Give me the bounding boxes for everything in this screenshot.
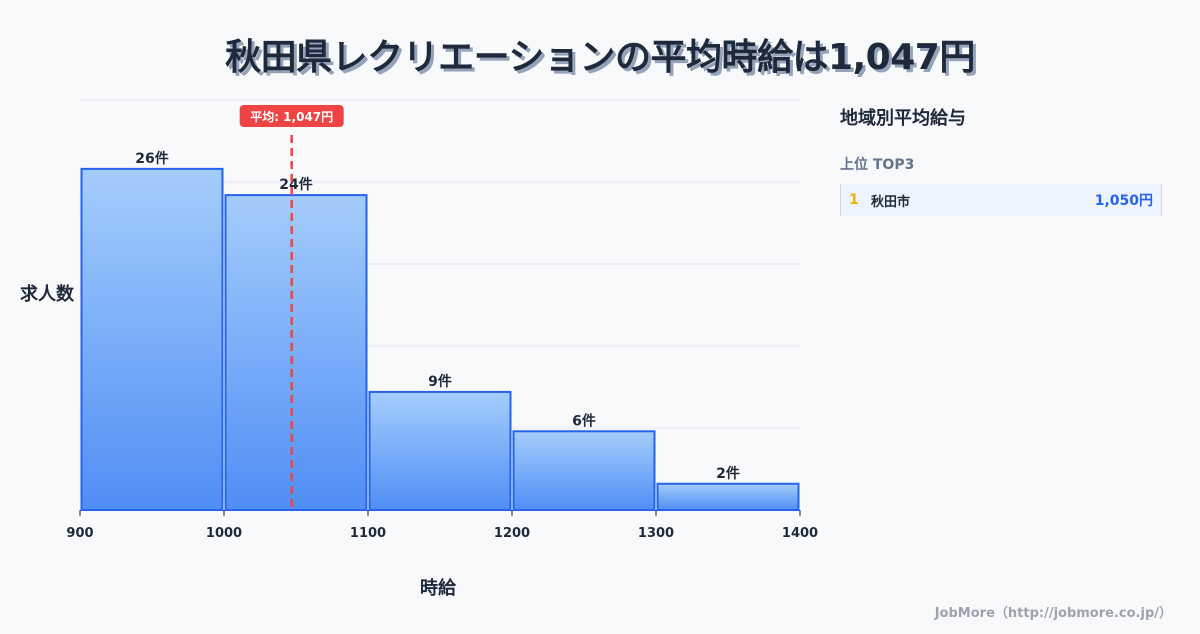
- rank-number: 1: [849, 192, 859, 208]
- histogram-bar: [368, 390, 512, 512]
- source-credit: JobMore（http://jobmore.co.jp/）: [934, 606, 1172, 621]
- ranking-row: 1 秋田市 1,050円: [840, 184, 1162, 216]
- bar-value-label: 26件: [135, 150, 168, 167]
- histogram-bar: [512, 430, 656, 511]
- y-axis-label: 求人数: [20, 284, 74, 305]
- x-tick-label: 1400: [782, 526, 818, 541]
- regional-salary-panel: 地域別平均給与 上位 TOP3 1 秋田市 1,050円: [840, 104, 1162, 216]
- chart-canvas: 26件 24件 9件 6件 2件 900 1000 1100 1200 1300 1400 平均:…: [66, 99, 818, 541]
- bars: 26件 24件 9件 6件 2件: [80, 150, 800, 512]
- mean-line: 平均: 1,047円: [239, 105, 344, 510]
- region-name: 秋田市: [871, 194, 911, 210]
- x-tick-label: 1200: [494, 526, 530, 541]
- histogram-bar: [224, 194, 368, 511]
- x-tick-label: 1000: [206, 526, 242, 541]
- region-salary: 1,050円: [1094, 193, 1153, 209]
- histogram-bar: [656, 482, 800, 512]
- x-tick-label: 1100: [350, 526, 386, 541]
- bar-value-label: 6件: [572, 412, 596, 429]
- x-axis: 900 1000 1100 1200 1300 1400: [66, 510, 818, 541]
- x-tick-label: 1300: [638, 526, 674, 541]
- bar-value-label: 9件: [428, 373, 452, 390]
- panel-subtitle: 上位 TOP3: [840, 157, 915, 173]
- bar-value-label: 24件: [279, 176, 312, 193]
- bar-value-label: 2件: [716, 465, 740, 482]
- mean-label-text: 平均: 1,047円: [250, 109, 333, 124]
- mean-label-badge: [239, 105, 344, 127]
- x-tick-label: 900: [66, 526, 93, 541]
- histogram-chart: 26件 24件 9件 6件 2件 900 1000 1100 1200 1300 1400 平均:…: [20, 99, 818, 599]
- panel-title: 地域別平均給与: [840, 108, 966, 129]
- x-axis-label: 時給: [420, 578, 456, 599]
- page-title: 秋田県レクリエーションの平均時給は1,047円: [225, 37, 975, 78]
- histogram-bar: [80, 167, 224, 511]
